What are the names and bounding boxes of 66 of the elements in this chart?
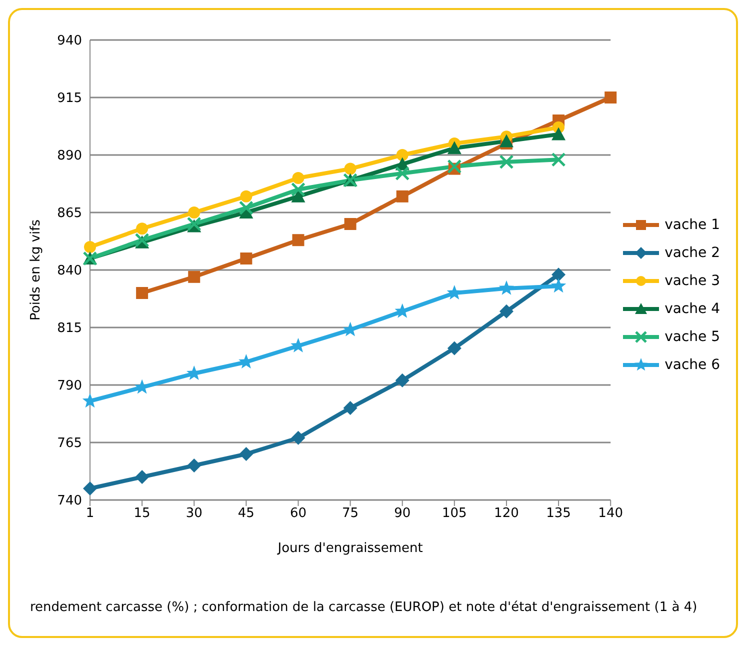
point: [188, 270, 200, 283]
point: [447, 341, 462, 356]
x-tick-label: 105: [442, 506, 467, 522]
x-tick-label: 90: [394, 506, 411, 522]
y-tick-label: 790: [57, 378, 82, 394]
point: [550, 278, 566, 293]
point: [499, 304, 514, 318]
point: [239, 447, 254, 461]
x-tick-label: 75: [342, 506, 359, 522]
point: [136, 287, 148, 299]
point: [498, 280, 514, 295]
legend-label: vache 4: [664, 301, 720, 317]
point: [291, 430, 306, 445]
legend-label: vache 5: [664, 329, 720, 345]
x-tick-label: 60: [290, 506, 307, 522]
point: [499, 154, 514, 170]
point: [344, 162, 356, 175]
point: [552, 127, 566, 140]
point: [240, 252, 252, 264]
point: [292, 234, 304, 246]
point: [396, 149, 408, 161]
point: [552, 268, 566, 282]
point: [188, 206, 200, 218]
point: [499, 134, 514, 148]
point: [396, 190, 408, 202]
point: [240, 190, 252, 202]
point: [395, 166, 410, 181]
point: [343, 401, 358, 415]
x-tick-label: 30: [186, 506, 202, 522]
legend-label: vache 6: [664, 357, 720, 373]
x-tick-label: 45: [238, 506, 254, 522]
point: [395, 373, 410, 388]
y-tick-label: 740: [57, 494, 82, 509]
point: [238, 200, 254, 216]
point: [551, 152, 566, 167]
point: [83, 482, 97, 496]
y-tick-label: 815: [57, 321, 82, 336]
y-tick-label: 865: [57, 206, 82, 222]
point: [604, 92, 617, 104]
y-axis-title: Poids en kg vifs: [28, 219, 44, 321]
x-tick-label: 140: [598, 506, 624, 522]
y-tick-label: 890: [57, 148, 82, 164]
point: [446, 285, 462, 300]
point: [136, 222, 148, 235]
point: [290, 182, 306, 197]
point: [135, 470, 150, 484]
point: [344, 218, 356, 230]
point: [447, 159, 462, 174]
y-tick-label: 765: [57, 436, 82, 452]
x-tick-label: 15: [134, 506, 150, 522]
legend-label: vache 1: [664, 217, 720, 233]
y-tick-label: 915: [57, 91, 82, 106]
point: [291, 189, 306, 202]
y-tick-label: 840: [57, 264, 82, 279]
point: [84, 241, 96, 253]
point: [447, 141, 462, 154]
point: [292, 172, 304, 184]
x-axis-title: Jours d'engraissement: [276, 541, 423, 556]
legend-label: vache 3: [664, 273, 720, 289]
legend-label: vache 2: [664, 245, 720, 261]
x-tick-label: 135: [546, 506, 571, 522]
text: rendement carcasse (%) ; conformation de la carcasse (EUROP) et note d'état d'engraissement (1 à 4): [30, 600, 698, 615]
y-tick-label: 940: [57, 34, 82, 49]
point: [187, 458, 202, 472]
x-tick-label: 1: [86, 506, 94, 522]
x-tick-label: 120: [494, 506, 519, 522]
